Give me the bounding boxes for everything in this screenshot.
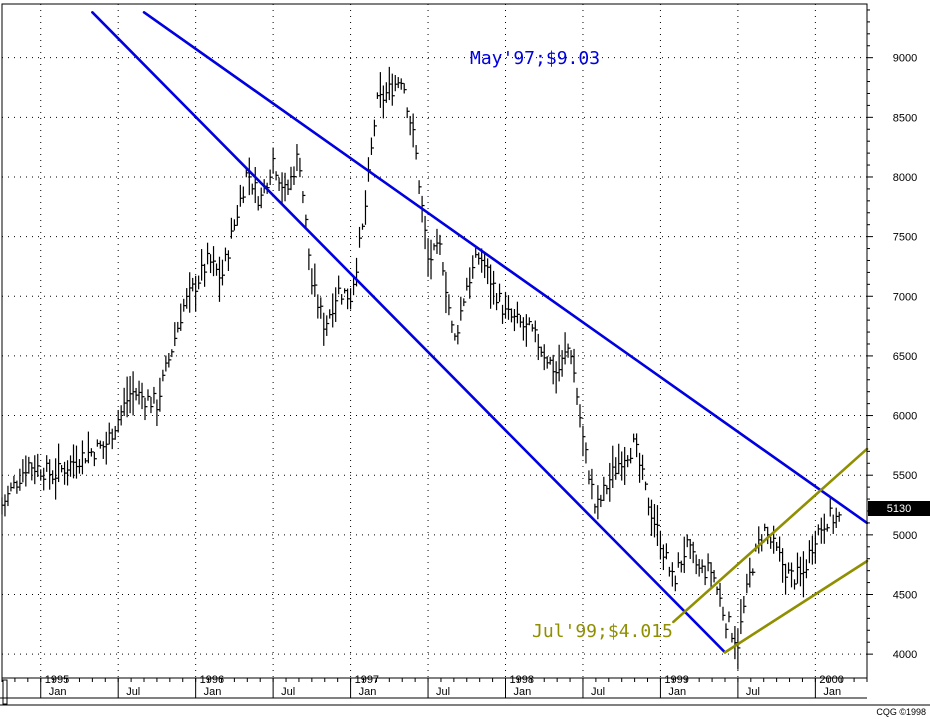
month-label: Jan [359, 686, 377, 698]
month-label: Jul [281, 686, 295, 698]
month-label: Jan [49, 686, 67, 698]
grid [2, 4, 867, 678]
trendline-uptrend-upper [672, 447, 869, 624]
y-tick-label: 5500 [893, 470, 917, 482]
annotation-jul99-low: Jul'99;$4.015 [532, 621, 673, 642]
annotation-may97-high: May'97;$9.03 [470, 48, 600, 69]
price-bars [1, 66, 842, 670]
scroll-handle [2, 679, 8, 705]
year-label: 1995 [45, 674, 69, 686]
trendline-channel-lower [91, 11, 727, 654]
annotations: May'97;$9.03 Jul'99;$4.015 [470, 48, 673, 642]
trendlines [91, 11, 869, 654]
month-label: Jul [436, 686, 450, 698]
y-tick-label: 7500 [893, 232, 917, 244]
y-tick-label: 8000 [893, 172, 917, 184]
last-price-label: 5130 [887, 503, 911, 515]
year-label: 1996 [200, 674, 224, 686]
year-label: 1999 [664, 674, 688, 686]
trendline-uptrend-lower [723, 559, 869, 654]
month-label: Jul [126, 686, 140, 698]
axes: 4000 4500 5000 5500 6000 6500 7000 7500 8000 8500… [0, 3, 930, 706]
month-label: Jan [668, 686, 686, 698]
y-tick-label: 4000 [893, 649, 917, 661]
month-label: Jul [591, 686, 605, 698]
y-tick-label: 8500 [893, 112, 917, 124]
plot-frame [1, 3, 868, 679]
month-label: Jan [204, 686, 222, 698]
y-tick-label: 7000 [893, 291, 917, 303]
year-label: 1997 [355, 674, 379, 686]
y-tick-label: 6000 [893, 411, 917, 423]
y-tick-label: 6500 [893, 351, 917, 363]
month-label: Jul [746, 686, 760, 698]
last-price-badge: 5130 [868, 501, 930, 516]
y-tick-label: 4500 [893, 589, 917, 601]
y-tick-label: 9000 [893, 53, 917, 65]
year-label: 2000 [819, 674, 843, 686]
month-label: Jan [823, 686, 841, 698]
month-label: Jan [514, 686, 532, 698]
trendline-channel-upper [142, 11, 869, 525]
y-tick-label: 5000 [893, 530, 917, 542]
chart-credit: CQG ©1998 [876, 707, 926, 717]
year-label: 1998 [510, 674, 534, 686]
